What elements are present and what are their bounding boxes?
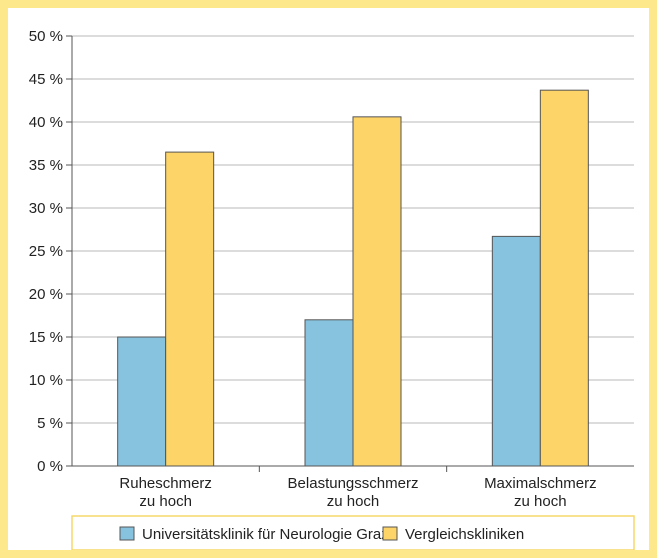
legend-box — [71, 515, 635, 551]
legend-label: Vergleichskliniken — [405, 526, 524, 543]
bar — [352, 116, 402, 467]
y-tick-label: 50 % — [29, 28, 63, 45]
x-tick-label: Belastungsschmerz — [288, 475, 419, 492]
x-tick-label: Maximalschmerz — [484, 475, 597, 492]
legend-swatch — [382, 526, 398, 541]
x-tick-label: Ruheschmerz — [119, 475, 212, 492]
y-tick-label: 5 % — [37, 415, 63, 432]
bar — [491, 235, 541, 467]
bar — [304, 319, 354, 467]
y-tick-label: 45 % — [29, 71, 63, 88]
bars — [117, 89, 589, 467]
legend-swatch — [119, 526, 135, 541]
y-tick-label: 30 % — [29, 200, 63, 217]
x-tick-label: zu hoch — [139, 493, 192, 510]
legend: Universitätsklinik für Neurologie Graz Ve… — [71, 515, 635, 551]
x-tick-label: zu hoch — [327, 493, 380, 510]
y-tick-label: 10 % — [29, 372, 63, 389]
y-tick-label: 40 % — [29, 114, 63, 131]
bar — [539, 89, 589, 467]
y-tick-label: 0 % — [37, 458, 63, 475]
y-tick-labels: 0 % 5 % 10 % 15 % 20 % 25 % 30 % 35 % 40 % 45 % 50… — [29, 28, 63, 475]
y-tick-label: 15 % — [29, 329, 63, 346]
y-tick-label: 25 % — [29, 243, 63, 260]
y-tick-label: 20 % — [29, 286, 63, 303]
chart-panel: 0 % 5 % 10 % 15 % 20 % 25 % 30 % 35 % 40 % 45 % 50… — [8, 8, 649, 551]
legend-label: Universitätsklinik für Neurologie Graz — [142, 526, 389, 543]
y-tick-label: 35 % — [29, 157, 63, 174]
x-tick-label: zu hoch — [514, 493, 567, 510]
bar — [117, 336, 167, 467]
bar-chart: 0 % 5 % 10 % 15 % 20 % 25 % 30 % 35 % 40 % 45 % 50… — [29, 28, 635, 551]
axes — [66, 35, 634, 472]
bar — [165, 151, 215, 467]
